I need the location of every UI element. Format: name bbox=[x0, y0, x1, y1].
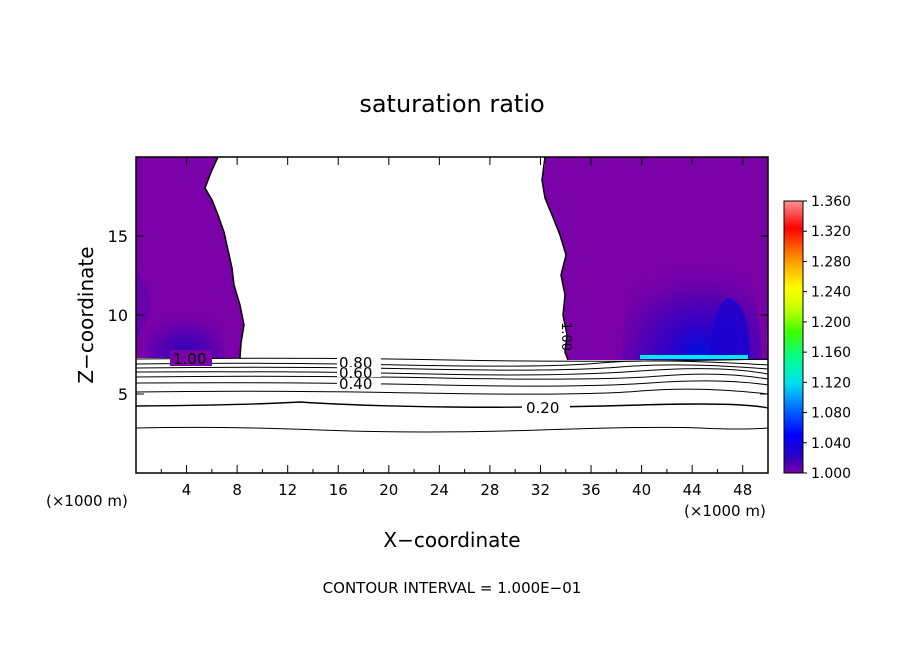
contour-line bbox=[135, 388, 769, 395]
colorbar-tick-label: 1.320 bbox=[811, 224, 851, 240]
y-tick-label: 10 bbox=[108, 306, 128, 325]
contour-labels: 1.00 0.80 0.60 0.40 0.20 1.00 bbox=[170, 322, 573, 417]
saturation-fill bbox=[136, 157, 768, 360]
contour-line bbox=[135, 426, 769, 433]
x-tick-label: 36 bbox=[581, 481, 600, 499]
y-axis: 5 10 15 bbox=[108, 227, 768, 404]
contour-label: 0.60 bbox=[339, 364, 372, 382]
colorbar-tick-label: 1.120 bbox=[811, 375, 851, 391]
colorbar-tick-label: 1.160 bbox=[811, 345, 851, 361]
colorbar bbox=[783, 200, 804, 474]
colorbar-tick-label: 1.280 bbox=[811, 254, 851, 270]
x-tick-label: 48 bbox=[733, 481, 752, 499]
x-tick-label: 40 bbox=[632, 481, 651, 499]
left-boundary bbox=[204, 156, 245, 359]
x-axis: 4 8 12 16 20 24 28 32 36 40 44 48 bbox=[160, 157, 752, 499]
contour-interval-note: CONTOUR INTERVAL = 1.000E−01 bbox=[323, 579, 582, 597]
contour-label: 1.00 bbox=[558, 322, 573, 351]
cloud-boundaries bbox=[204, 156, 569, 361]
x-tick-label: 12 bbox=[278, 481, 297, 499]
colorbar-tick-label: 1.360 bbox=[811, 194, 851, 210]
colorbar-tick-label: 1.080 bbox=[811, 406, 851, 422]
left-blob bbox=[145, 298, 225, 358]
contour-label: 1.00 bbox=[173, 350, 206, 368]
x-tick-label: 16 bbox=[329, 481, 348, 499]
colorbar-tick-label: 1.200 bbox=[811, 315, 851, 331]
colorbar-tick-label: 1.240 bbox=[811, 285, 851, 301]
x-tick-label: 32 bbox=[531, 481, 550, 499]
x-tick-label: 8 bbox=[232, 481, 242, 499]
colorbar-ticks: 1.360 1.320 1.280 1.240 1.200 1.160 1.120 1.080… bbox=[803, 194, 851, 482]
x-tick-label: 24 bbox=[430, 481, 449, 499]
x-tick-label: 44 bbox=[683, 481, 702, 499]
y-axis-label: Z−coordinate bbox=[74, 246, 98, 383]
contour-label: 0.20 bbox=[526, 399, 559, 417]
left-edge-blob bbox=[136, 268, 151, 338]
x-tick-label: 28 bbox=[480, 481, 499, 499]
contour-line bbox=[135, 380, 769, 387]
contour-label: 0.40 bbox=[339, 375, 372, 393]
contour-line bbox=[135, 364, 769, 371]
contour-line bbox=[135, 401, 769, 409]
colorbar-tick-label: 1.000 bbox=[811, 466, 851, 482]
contour-line bbox=[135, 373, 769, 380]
cyan-strip bbox=[640, 355, 748, 359]
y-tick-label: 5 bbox=[118, 385, 128, 404]
right-boundary bbox=[541, 156, 569, 361]
colorbar-tick-label: 1.040 bbox=[811, 436, 851, 452]
contour-line bbox=[135, 360, 769, 367]
x-tick-label: 4 bbox=[182, 481, 192, 499]
y-tick-label: 15 bbox=[108, 227, 128, 246]
x-unit-left: (×1000 m) bbox=[46, 492, 128, 510]
x-unit-right: (×1000 m) bbox=[684, 502, 766, 520]
x-tick-label: 20 bbox=[379, 481, 398, 499]
x-axis-label: X−coordinate bbox=[383, 528, 520, 552]
chart-title: saturation ratio bbox=[359, 90, 544, 118]
right-blob-core bbox=[710, 298, 750, 360]
contour-line bbox=[135, 368, 769, 376]
contour-lines bbox=[135, 357, 769, 433]
